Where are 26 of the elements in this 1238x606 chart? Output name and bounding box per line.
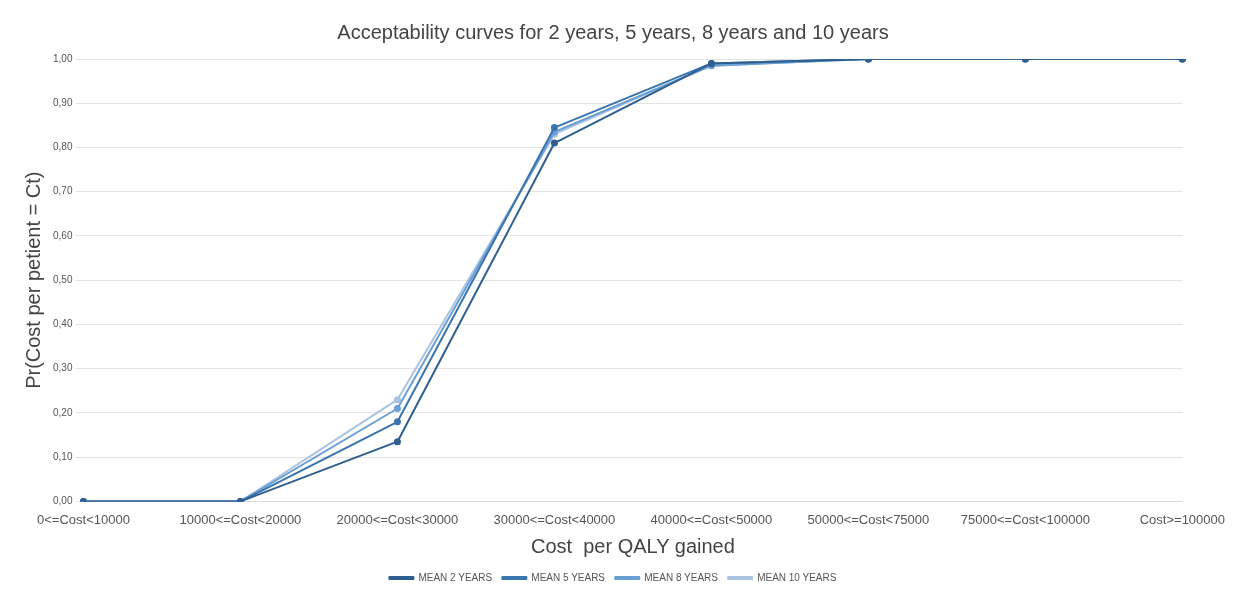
chart-title: Acceptability curves for 2 years, 5 years, 8 years and 10 years	[337, 20, 889, 43]
y-tick-label: 0,20	[52, 406, 73, 418]
y-tick-label: 0,40	[52, 318, 73, 330]
x-tick-label: 50000<=Cost<75000	[807, 511, 930, 527]
y-tick-label: 0,10	[52, 450, 73, 462]
x-axis-title: Cost per QALY gained	[530, 534, 735, 557]
y-tick-label: 0,90	[52, 96, 73, 108]
x-tick-label: 10000<=Cost<20000	[179, 511, 302, 527]
y-tick-label: 0,80	[52, 141, 73, 153]
x-tick-label: Cost>=100000	[1139, 511, 1225, 527]
x-tick-label: 75000<=Cost<100000	[960, 511, 1090, 527]
y-tick-label: 0,50	[52, 273, 73, 285]
x-tick-label: 0<=Cost<10000	[37, 511, 130, 527]
y-tick-label: 0,30	[52, 362, 73, 374]
y-tick-label: 0,60	[52, 229, 73, 241]
legend-label: MEAN 5 YEARS	[531, 571, 606, 583]
y-tick-label: 1,00	[52, 52, 73, 64]
y-tick-label: 0,00	[52, 495, 73, 507]
y-tick-label: 0,70	[52, 185, 73, 197]
legend-label: MEAN 8 YEARS	[644, 571, 719, 583]
x-tick-label: 30000<=Cost<40000	[493, 511, 616, 527]
y-axis-title: Pr(Cost per petient = Ct)	[21, 171, 44, 389]
legend-label: MEAN 2 YEARS	[418, 571, 493, 583]
x-tick-label: 40000<=Cost<50000	[650, 511, 773, 527]
x-tick-label: 20000<=Cost<30000	[336, 511, 459, 527]
legend-label: MEAN 10 YEARS	[757, 571, 837, 583]
